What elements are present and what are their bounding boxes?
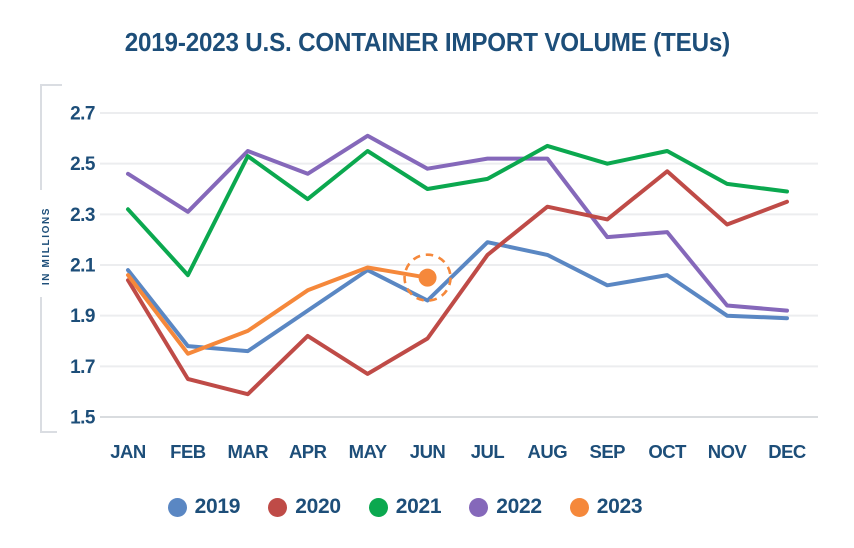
x-axis-label-nov: NOV	[708, 441, 748, 462]
legend-dot-icon	[569, 497, 589, 517]
page-title: 2019-2023 U.S. CONTAINER IMPORT VOLUME (…	[0, 27, 854, 58]
y-tick-label: 2.5	[70, 154, 96, 175]
x-axis-label-oct: OCT	[648, 441, 687, 462]
x-axis-label-sep: SEP	[590, 441, 626, 462]
x-axis-label-apr: APR	[289, 441, 327, 462]
y-tick-label: 1.9	[70, 306, 95, 327]
series-line-2019	[126, 240, 789, 354]
chart-legend: 2019 2020 2021 2022 2023	[0, 495, 832, 519]
legend-label: 2020	[295, 495, 341, 518]
x-axis-label-feb: FEB	[170, 441, 206, 462]
legend-dot-icon	[167, 497, 187, 517]
legend-dot-icon	[469, 497, 489, 517]
y-axis-title: IN MILLIONS	[41, 206, 52, 286]
y-tick-label: 1.7	[70, 357, 95, 378]
current-point-marker	[418, 268, 437, 287]
legend-item-2022: 2022	[469, 495, 542, 519]
y-tick-label: 2.1	[70, 256, 96, 277]
x-axis-label-jan: JAN	[110, 441, 146, 462]
legend-item-2019: 2019	[167, 495, 241, 519]
x-axis-label-may: MAY	[349, 441, 388, 462]
legend-dot-icon	[368, 497, 388, 517]
chart-title-text: 2019-2023 U.S. CONTAINER IMPORT VOLUME (…	[124, 27, 730, 57]
legend-label: 2023	[596, 495, 643, 518]
y-tick-label: 2.3	[70, 205, 95, 226]
series-line-2022	[126, 133, 789, 313]
y-tick-label: 2.7	[70, 104, 95, 125]
current-point-dashed-ring	[403, 253, 452, 302]
legend-label: 2021	[395, 495, 442, 518]
x-axis-label-dec: DEC	[768, 441, 806, 462]
series-line-2021	[126, 143, 789, 278]
x-axis-label-aug: AUG	[528, 441, 568, 462]
series-line-2020	[126, 169, 789, 397]
y-tick-label: 1.5	[70, 408, 96, 429]
legend-item-2021: 2021	[368, 495, 442, 519]
x-axis-label-mar: MAR	[227, 441, 268, 462]
x-axis-label-jul: JUL	[471, 441, 505, 462]
series-line-2023	[126, 265, 430, 356]
legend-item-2020: 2020	[268, 495, 341, 519]
legend-dot-icon	[268, 497, 288, 517]
x-axis-label-jun: JUN	[410, 441, 446, 462]
y-axis-bracket	[40, 84, 62, 433]
legend-item-2023: 2023	[569, 495, 643, 519]
legend-label: 2022	[496, 495, 542, 518]
legend-label: 2019	[194, 495, 241, 518]
